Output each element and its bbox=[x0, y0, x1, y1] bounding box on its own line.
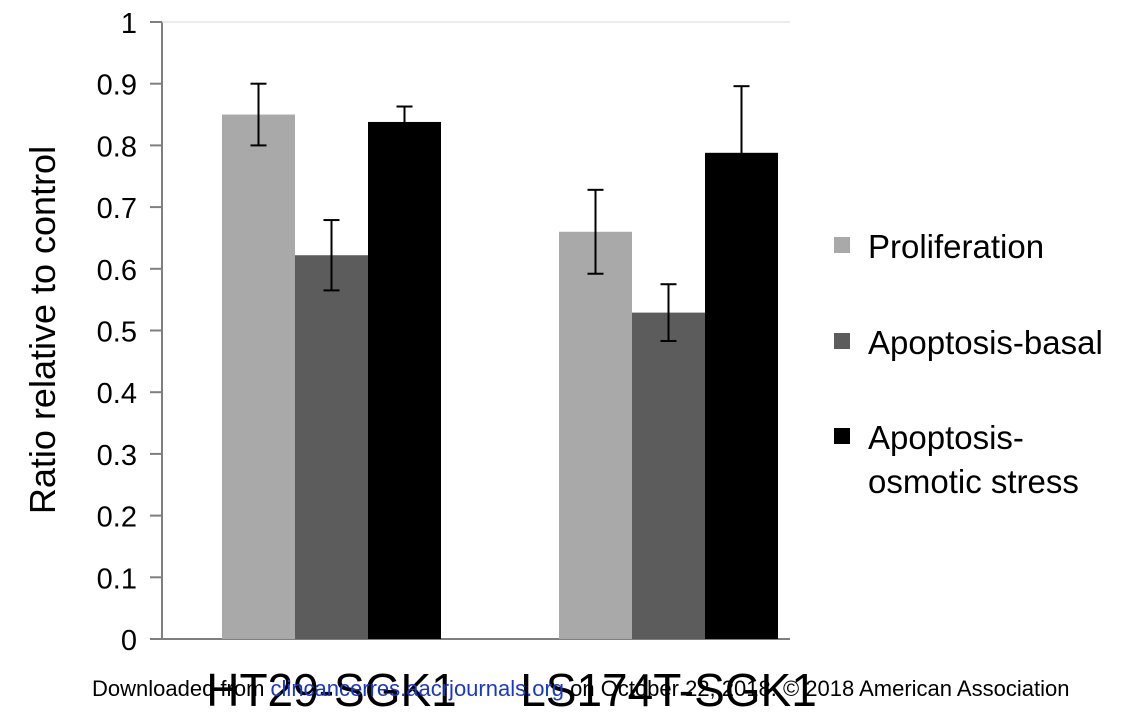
footer-journal-link[interactable]: clincancerres.aacrjournals.org bbox=[270, 676, 565, 701]
legend-label: osmotic stress bbox=[868, 463, 1079, 500]
y-axis-label: Ratio relative to control bbox=[22, 146, 63, 514]
footer-suffix: on October 22, 2018. © 2018 American Ass… bbox=[564, 676, 1070, 701]
x-axis-category-labels: HT29-SGK1 LS174T-SGK1 bbox=[206, 664, 817, 716]
legend-swatch bbox=[834, 333, 850, 349]
legend-label: Proliferation bbox=[868, 228, 1044, 265]
error-bars bbox=[250, 82, 750, 342]
y-tick-label: 0 bbox=[121, 625, 137, 657]
bar bbox=[222, 114, 295, 640]
bar bbox=[368, 121, 441, 640]
legend-swatch bbox=[834, 428, 850, 444]
bar bbox=[632, 312, 705, 639]
y-tick-label: 1 bbox=[121, 8, 137, 40]
bar bbox=[705, 152, 778, 639]
legend-label: Apoptosis- bbox=[868, 419, 1024, 456]
legend-label: Apoptosis-basal bbox=[868, 324, 1103, 361]
bar-series bbox=[222, 114, 778, 640]
y-tick-label: 0.9 bbox=[97, 70, 137, 102]
y-tick-label: 0.5 bbox=[97, 317, 137, 349]
legend: Proliferation Apoptosis-basal Apoptosis-os… bbox=[834, 228, 1103, 500]
y-tick-label: 0.7 bbox=[97, 193, 137, 225]
y-tick-label: 0.2 bbox=[97, 502, 137, 534]
y-tick-label: 0.6 bbox=[97, 255, 137, 287]
footer-prefix: Downloaded from bbox=[92, 676, 271, 701]
bar bbox=[559, 231, 632, 639]
x-category-label: LS174T-SGK1 bbox=[520, 664, 817, 716]
y-axis-ticks: 0 0.1 0.2 0.3 0.4 0.5 0.6 0.7 0.8 0.9 1 bbox=[97, 8, 162, 657]
bar bbox=[295, 255, 368, 639]
y-tick-label: 0.3 bbox=[97, 440, 137, 472]
x-category-label: HT29-SGK1 bbox=[206, 664, 457, 716]
y-tick-label: 0.1 bbox=[97, 563, 137, 595]
y-tick-label: 0.8 bbox=[97, 131, 137, 163]
y-tick-label: 0.4 bbox=[97, 378, 137, 410]
download-footer: Downloaded from clincancerres.aacrjourna… bbox=[92, 676, 1069, 702]
legend-swatch bbox=[834, 237, 850, 253]
